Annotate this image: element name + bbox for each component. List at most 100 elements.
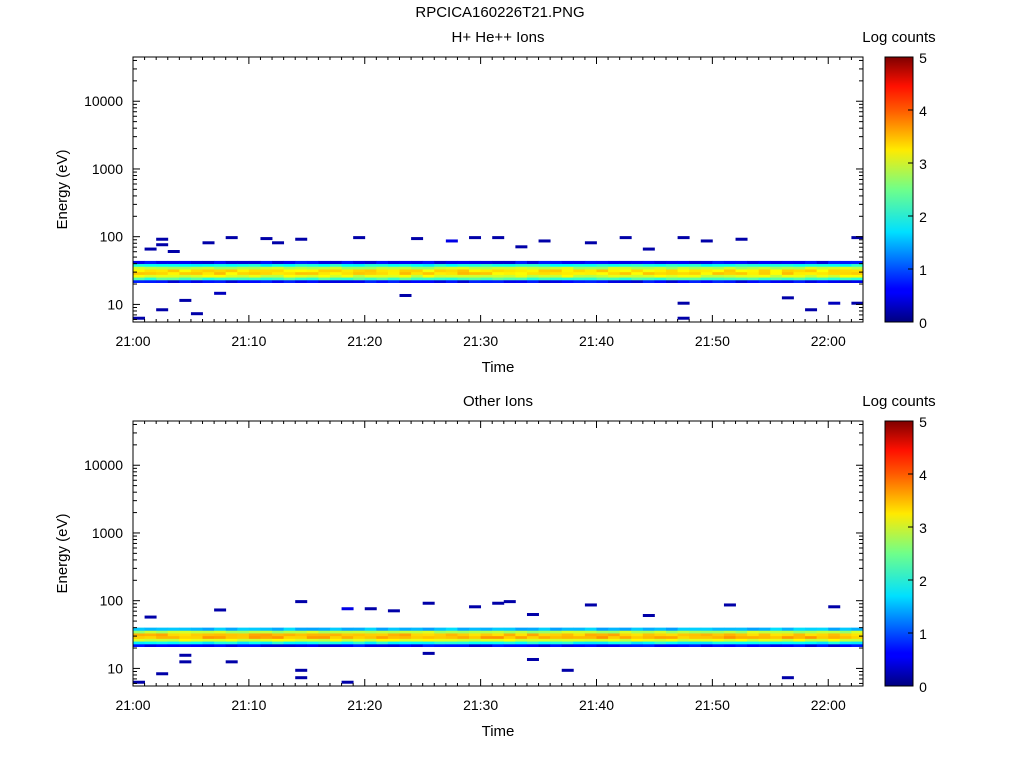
heatmap-cell (596, 271, 609, 275)
heatmap-cell (793, 638, 806, 642)
heatmap-cell (573, 269, 586, 273)
heatmap-cell (445, 643, 458, 647)
heatmap-cell (133, 643, 145, 647)
heatmap-cell (781, 263, 794, 267)
heatmap-cell (248, 635, 261, 639)
heatmap-cell (515, 274, 528, 278)
heatmap-cell (445, 638, 458, 642)
heatmap-cell (503, 635, 516, 639)
heatmap-cell (839, 277, 852, 281)
heatmap-cell (306, 643, 319, 647)
heatmap-cell (480, 643, 493, 647)
heatmap-cell (816, 279, 829, 283)
sparse-count-cell (156, 243, 169, 247)
heatmap-cell (422, 279, 435, 283)
heatmap-cell (364, 641, 377, 645)
heatmap-cell (190, 635, 203, 639)
heatmap-cell (225, 630, 238, 634)
heatmap-cell (179, 643, 192, 647)
heatmap-cell (492, 266, 505, 270)
heatmap-cell (503, 263, 516, 267)
heatmap-cell (364, 263, 377, 267)
heatmap-cell (642, 260, 655, 265)
heatmap-cell (283, 274, 296, 278)
sparse-count-cell (642, 247, 655, 251)
heatmap-cell (364, 643, 377, 647)
heatmap-cell (851, 271, 864, 275)
heatmap-cell (376, 266, 389, 270)
heatmap-cell (353, 263, 366, 267)
heatmap-cell (596, 633, 609, 637)
heatmap-cell (666, 274, 679, 278)
sparse-count-cell (492, 601, 505, 605)
heatmap-cell (214, 633, 227, 637)
heatmap-cell (457, 271, 470, 275)
heatmap-cell (225, 260, 238, 265)
heatmap-cell (225, 263, 238, 267)
heatmap-cell (434, 635, 447, 639)
heatmap-cell (237, 266, 250, 270)
heatmap-cell (608, 638, 621, 642)
heatmap-cell (422, 277, 435, 281)
heatmap-cell (480, 638, 493, 642)
heatmap-cell (781, 260, 794, 265)
heatmap-cell (689, 263, 702, 267)
heatmap-cell (608, 263, 621, 267)
heatmap-cell (700, 277, 713, 281)
heatmap-cell (747, 274, 760, 278)
heatmap-cell (781, 279, 794, 283)
heatmap-cell (608, 643, 621, 647)
heatmap-cell (202, 641, 215, 645)
heatmap-cell (689, 266, 702, 270)
heatmap-cell (550, 641, 563, 645)
heatmap-cell (329, 633, 342, 637)
heatmap-cell (179, 271, 192, 275)
heatmap-cell (411, 633, 424, 637)
heatmap-cell (608, 266, 621, 270)
heatmap-cell (144, 641, 157, 645)
heatmap-cell (828, 627, 841, 631)
heatmap-cell (689, 641, 702, 645)
heatmap-cell (260, 641, 273, 645)
heatmap-cell (376, 271, 389, 275)
colorbar: 0 1 2 3 4 5 Log counts (862, 393, 935, 695)
heatmap-cell (573, 630, 586, 634)
heatmap-cell (214, 279, 227, 283)
y-tick-label: 100 (100, 593, 124, 609)
x-tick-label: 21:20 (347, 333, 382, 349)
heatmap-cell (387, 269, 400, 273)
heatmap-cell (260, 627, 273, 631)
heatmap-cell (723, 260, 736, 265)
heatmap-cell (747, 260, 760, 265)
heatmap-cell (828, 266, 841, 270)
heatmap-cell (735, 630, 748, 634)
heatmap-cell (422, 260, 435, 265)
heatmap-cell (503, 627, 516, 631)
heatmap-cell (445, 279, 458, 283)
heatmap-cell (469, 633, 482, 637)
heatmap-cell (144, 630, 157, 634)
heatmap-cell (167, 274, 180, 278)
heatmap-cell (561, 263, 574, 267)
heatmap-cell (133, 274, 145, 278)
heatmap-cell (434, 638, 447, 642)
heatmap-cell (816, 633, 829, 637)
heatmap-cell (573, 643, 586, 647)
heatmap-cell (816, 635, 829, 639)
heatmap-cell (260, 279, 273, 283)
heatmap-cell (781, 274, 794, 278)
heatmap-cell (700, 633, 713, 637)
heatmap-cell (538, 274, 551, 278)
heatmap-cell (758, 271, 771, 275)
heatmap-cell (851, 638, 864, 642)
heatmap-cell (341, 269, 354, 273)
heatmap-cell (689, 630, 702, 634)
heatmap-cell (700, 266, 713, 270)
heatmap-cell (700, 638, 713, 642)
heatmap-cell (318, 260, 331, 265)
heatmap-cell (631, 260, 644, 265)
heatmap-cell (318, 274, 331, 278)
heatmap-cell (503, 271, 516, 275)
heatmap-cell (237, 633, 250, 637)
sparse-count-cell (179, 298, 192, 302)
